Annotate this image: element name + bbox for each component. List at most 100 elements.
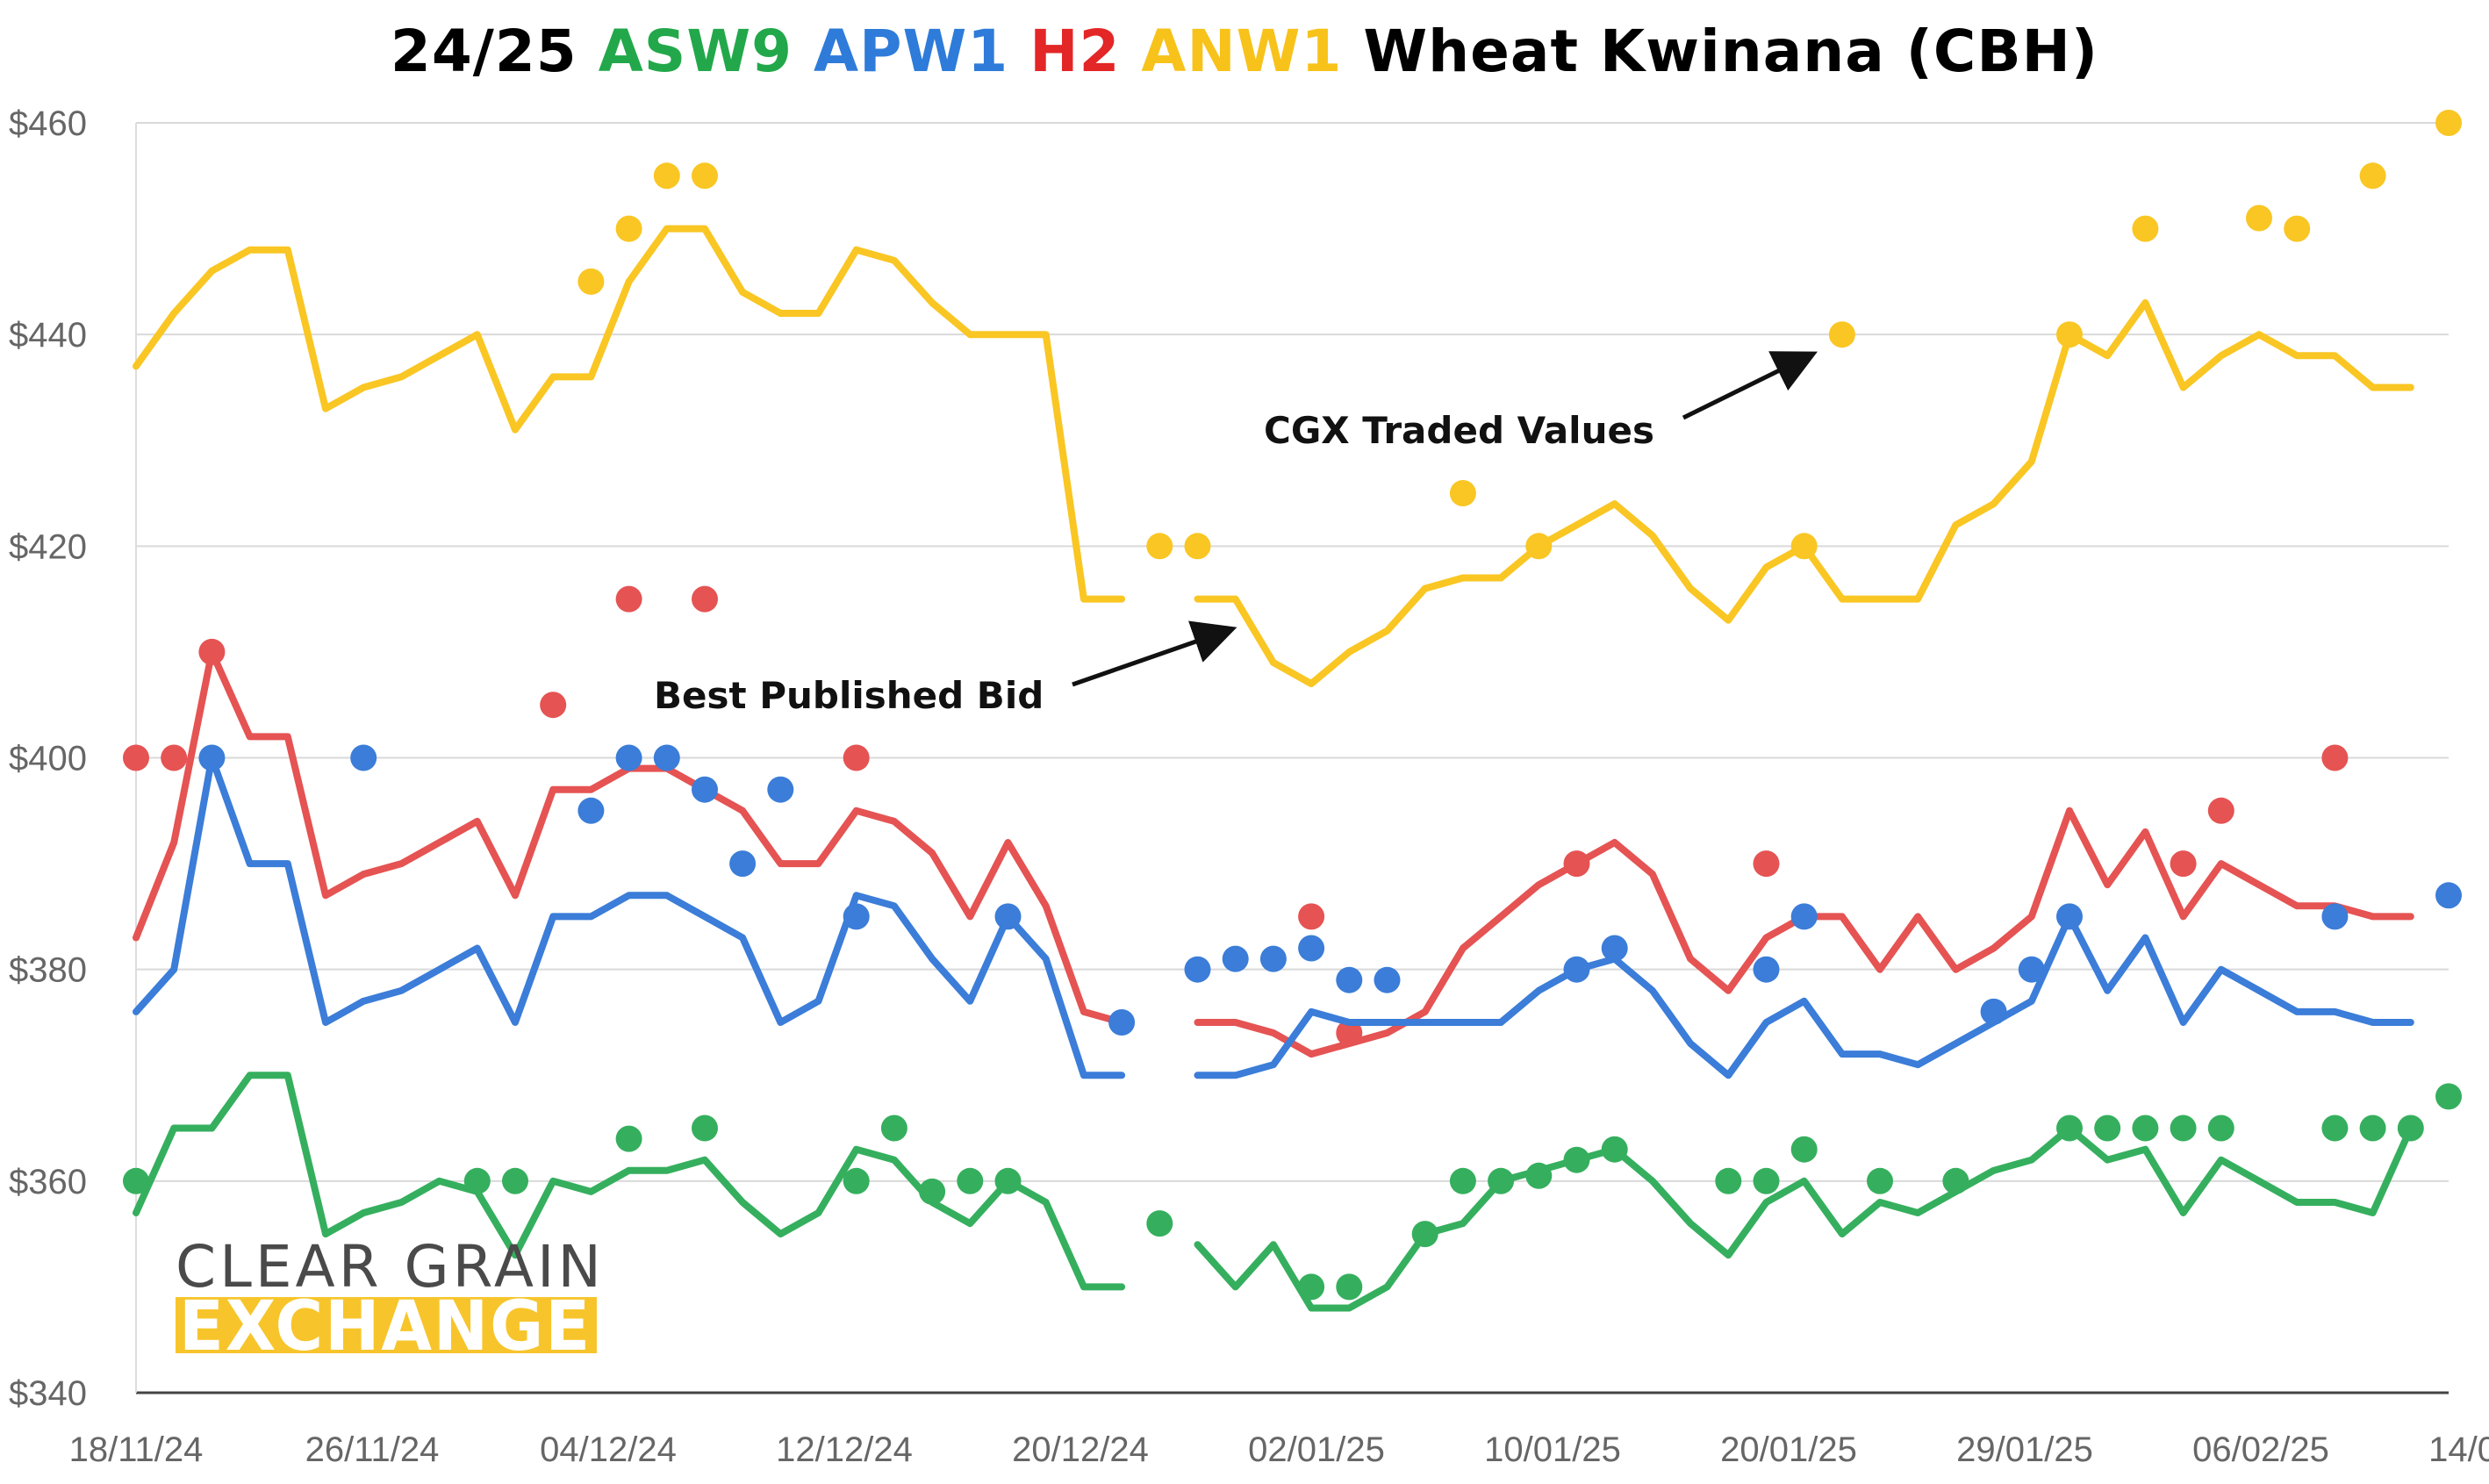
- data-point-ASW9: [123, 1167, 149, 1194]
- series-ANW1: [133, 110, 2462, 688]
- y-axis-labels: $460 $440 $420 $400 $380 $360 $340: [9, 104, 87, 1413]
- series-APW1: [133, 744, 2462, 1079]
- logo-text-line2: EXCHANGE: [179, 1287, 592, 1366]
- data-point-APW1: [1980, 998, 2007, 1025]
- data-point-ANW1: [2132, 215, 2159, 242]
- y-tick-label: $460: [9, 104, 87, 143]
- data-point-APW1: [1563, 956, 1590, 983]
- y-tick-label: $420: [9, 527, 87, 566]
- data-point-ANW1: [1790, 533, 1818, 560]
- data-point-APW1: [1374, 966, 1401, 993]
- data-point-ASW9: [2056, 1115, 2083, 1142]
- data-point-ASW9: [2132, 1115, 2159, 1142]
- x-tick-label: 12/12/24: [776, 1430, 913, 1469]
- data-point-APW1: [198, 744, 226, 771]
- grid-lines: [135, 122, 2449, 1394]
- title-part: ASW9: [598, 18, 793, 85]
- data-point-APW1: [1259, 945, 1287, 972]
- data-point-ANW1: [1525, 533, 1553, 560]
- x-tick-label: 18/11/24: [69, 1430, 204, 1469]
- data-point-APW1: [1298, 935, 1325, 962]
- data-point-ASW9: [692, 1115, 718, 1142]
- data-point-ASW9: [615, 1125, 642, 1152]
- data-point-ASW9: [880, 1115, 907, 1142]
- data-point-ANW1: [692, 162, 718, 190]
- x-tick-label: 02/01/25: [1248, 1430, 1385, 1469]
- series-line-APW1: [133, 754, 2414, 1079]
- chart-title: 24/25 ASW9 APW1 H2 ANW1 Wheat Kwinana (C…: [0, 18, 2489, 85]
- data-point-APW1: [767, 776, 794, 803]
- data-point-ASW9: [2435, 1083, 2462, 1110]
- data-point-ANW1: [577, 268, 605, 295]
- data-point-APW1: [843, 903, 870, 930]
- y-tick-label: $400: [9, 740, 87, 778]
- data-point-H2: [198, 638, 226, 665]
- data-point-APW1: [2018, 956, 2045, 983]
- clear-grain-logo: CLEAR GRAIN EXCHANGE: [176, 1233, 605, 1366]
- x-tick-label: 20/01/25: [1720, 1430, 1857, 1469]
- data-point-ASW9: [2094, 1115, 2121, 1142]
- data-point-H2: [1336, 1020, 1363, 1046]
- data-point-H2: [1753, 850, 1780, 878]
- data-point-ASW9: [1753, 1167, 1780, 1194]
- series-line-H2: [133, 648, 2414, 1058]
- data-point-ASW9: [1146, 1210, 1173, 1237]
- data-point-ANW1: [1828, 321, 1855, 348]
- y-tick-label: $380: [9, 951, 87, 990]
- data-point-ANW1: [2284, 215, 2311, 242]
- title-part: APW1: [814, 18, 1009, 85]
- data-point-APW1: [2321, 903, 2349, 930]
- data-point-H2: [692, 585, 718, 613]
- x-tick-label: 10/01/25: [1484, 1430, 1621, 1469]
- data-point-ASW9: [843, 1167, 870, 1194]
- y-tick-label: $440: [9, 316, 87, 355]
- y-tick-label: $340: [9, 1374, 87, 1413]
- data-point-ASW9: [1867, 1167, 1893, 1194]
- data-point-ASW9: [1790, 1136, 1818, 1163]
- data-point-ANW1: [2359, 162, 2386, 190]
- logo-text-line1: CLEAR GRAIN: [176, 1233, 605, 1301]
- x-tick-label: 26/11/24: [305, 1430, 440, 1469]
- data-point-ASW9: [994, 1167, 1022, 1194]
- data-point-ASW9: [2170, 1115, 2197, 1142]
- annotation-best-published-bid: Best Published Bid: [654, 674, 1044, 717]
- data-point-APW1: [577, 797, 605, 824]
- data-point-APW1: [692, 776, 718, 803]
- data-point-ASW9: [2397, 1115, 2424, 1142]
- data-point-ANW1: [1184, 533, 1211, 560]
- title-part: 24/25: [390, 18, 599, 85]
- data-point-H2: [540, 692, 567, 719]
- data-point-ANW1: [615, 215, 642, 242]
- data-point-APW1: [350, 744, 377, 771]
- data-point-APW1: [1336, 966, 1363, 993]
- data-point-H2: [2207, 797, 2234, 824]
- data-point-APW1: [1753, 956, 1780, 983]
- data-point-APW1: [653, 744, 680, 771]
- data-point-ANW1: [2246, 204, 2272, 232]
- data-point-ASW9: [1449, 1167, 1476, 1194]
- data-point-APW1: [1601, 935, 1628, 962]
- data-point-ASW9: [2321, 1115, 2349, 1142]
- title-part: H2: [1029, 18, 1121, 85]
- data-point-APW1: [994, 903, 1022, 930]
- data-point-APW1: [1108, 1009, 1136, 1036]
- series-ASW9: [123, 1072, 2462, 1312]
- cgx-annotation: CGX Traded Values: [1264, 351, 1818, 452]
- data-point-ANW1: [2435, 110, 2462, 136]
- data-point-H2: [615, 585, 642, 613]
- x-tick-label: 20/12/24: [1012, 1430, 1149, 1469]
- data-point-ANW1: [1449, 480, 1476, 506]
- title-part: Wheat Kwinana (CBH): [1342, 18, 2099, 85]
- data-point-ASW9: [1411, 1221, 1438, 1248]
- data-point-ASW9: [463, 1167, 491, 1194]
- data-point-ASW9: [1298, 1273, 1325, 1301]
- series-line-ASW9: [133, 1072, 2414, 1312]
- data-point-H2: [1298, 903, 1325, 930]
- data-point-APW1: [729, 850, 757, 878]
- data-point-ASW9: [1488, 1167, 1515, 1194]
- bid-annotation: Best Published Bid: [654, 620, 1237, 717]
- series-line-ANW1: [133, 225, 2414, 688]
- data-point-APW1: [1222, 945, 1249, 972]
- annotation-cgx-traded-values: CGX Traded Values: [1264, 409, 1654, 452]
